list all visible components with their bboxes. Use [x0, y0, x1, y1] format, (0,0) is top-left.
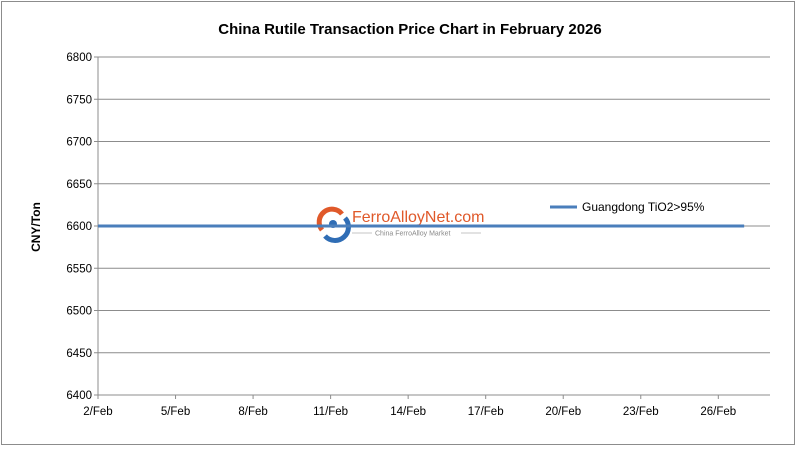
x-tick-label: 17/Feb — [468, 406, 504, 418]
legend: Guangdong TiO2>95% — [550, 200, 705, 214]
y-tick-label: 6400 — [66, 390, 92, 402]
gridlines — [98, 56, 770, 354]
y-tick-label: 6500 — [66, 306, 92, 318]
y-tick-label: 6750 — [66, 94, 92, 106]
x-tick-label: 5/Feb — [161, 406, 190, 418]
x-tick-label: 2/Feb — [83, 406, 112, 418]
watermark-main-text: FerroAlloyNet.com — [352, 209, 484, 226]
y-tick-label: 6700 — [66, 137, 92, 149]
y-tick-label: 6650 — [66, 179, 92, 191]
x-tick-label: 14/Feb — [390, 406, 426, 418]
x-tick-labels: 2/Feb 5/Feb 8/Feb 11/Feb 14/Feb 17/Feb 20/Feb 2… — [83, 406, 736, 418]
y-tick-labels: 6400 6450 6500 6550 6600 6650 6700 6750 6800 — [66, 52, 92, 402]
axes — [94, 56, 770, 399]
y-tick-label: 6600 — [66, 221, 92, 233]
legend-label: Guangdong TiO2>95% — [582, 200, 705, 214]
y-tick-label: 6450 — [66, 348, 92, 360]
x-tick-label: 26/Feb — [700, 406, 736, 418]
x-tick-label: 20/Feb — [545, 406, 581, 418]
watermark: FerroAlloyNet.com China FerroAlloy Marke… — [316, 206, 484, 243]
x-tick-label: 23/Feb — [623, 406, 659, 418]
x-tick-label: 11/Feb — [313, 406, 348, 418]
y-tick-label: 6800 — [66, 52, 92, 64]
ferroalloynet-logo-icon — [316, 206, 351, 243]
y-tick-label: 6550 — [66, 263, 92, 275]
y-axis-label: CNY/Ton — [29, 202, 43, 252]
chart-title: China Rutile Transaction Price Chart in … — [218, 21, 601, 38]
x-tick-label: 8/Feb — [238, 406, 267, 418]
watermark-sub-text: China FerroAlloy Market — [375, 231, 451, 238]
